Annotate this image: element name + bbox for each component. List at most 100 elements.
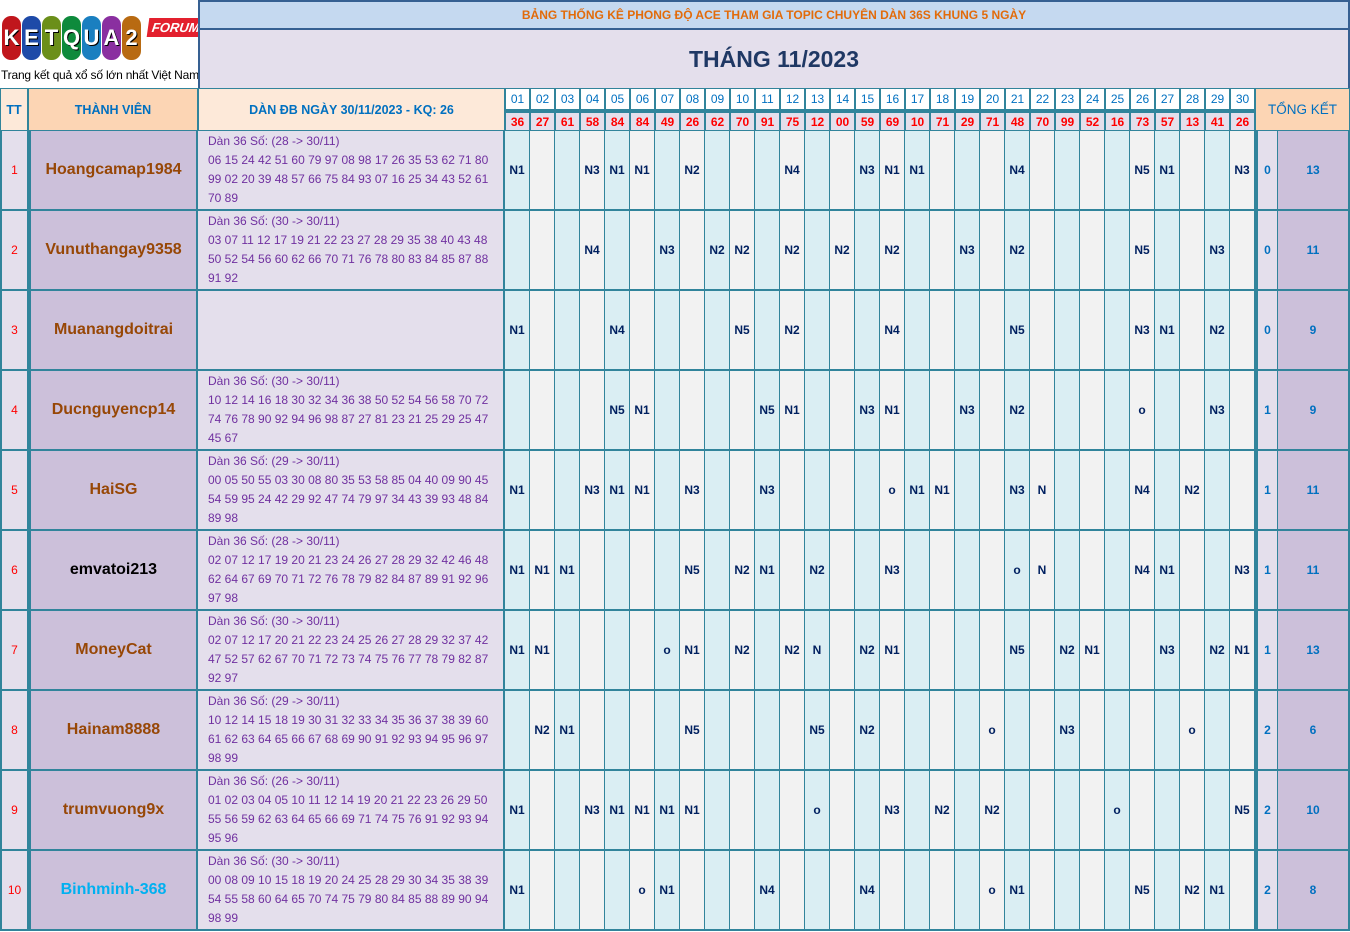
day-header: 21 <box>1005 88 1030 110</box>
dan-numbers-cell: Dàn 36 Số: (28 -> 30/11) 06 15 24 42 51 6… <box>198 131 505 211</box>
day-hit-cell <box>530 371 555 451</box>
day-hit-cell <box>830 291 855 371</box>
day-hit-cell: N1 <box>880 371 905 451</box>
day-hit-cell <box>1205 771 1230 851</box>
day-hit-cell: N2 <box>680 131 705 211</box>
month-title: THÁNG 11/2023 <box>198 30 1350 88</box>
day-hit-cell: N5 <box>1130 851 1155 931</box>
day-result: 84 <box>630 110 655 131</box>
day-hit-cell <box>555 771 580 851</box>
member-name[interactable]: HaiSG <box>28 451 198 531</box>
day-hit-cell: N1 <box>655 771 680 851</box>
logo-letter: K <box>2 16 21 60</box>
row-number: 6 <box>0 531 28 611</box>
day-hit-cell: N1 <box>555 691 580 771</box>
day-hit-cell: N2 <box>730 531 755 611</box>
day-hit-cell <box>1230 291 1255 371</box>
member-name[interactable]: Muanangdoitrai <box>28 291 198 371</box>
day-hit-cell: N5 <box>755 371 780 451</box>
dan-numbers-cell: Dàn 36 Số: (29 -> 30/11) 10 12 14 15 18 1… <box>198 691 505 771</box>
day-hit-cell: N4 <box>755 851 780 931</box>
day-header: 29 <box>1205 88 1230 110</box>
dan-numbers: 01 02 03 04 05 10 11 12 14 19 20 21 22 2… <box>208 793 489 845</box>
day-hit-cell <box>605 691 630 771</box>
dan-label: Dàn 36 Số: (30 -> 30/11) <box>208 614 340 628</box>
day-hit-cell <box>730 771 755 851</box>
day-hit-cell: o <box>1180 691 1205 771</box>
member-name[interactable]: trumvuong9x <box>28 771 198 851</box>
day-hit-cell: N2 <box>1005 371 1030 451</box>
day-hit-cell <box>905 211 930 291</box>
dan-label: Dàn 36 Số: (30 -> 30/11) <box>208 374 340 388</box>
day-result: 26 <box>680 110 705 131</box>
day-header: 26 <box>1130 88 1155 110</box>
member-name[interactable]: Binhminh-368 <box>28 851 198 931</box>
day-hit-cell <box>880 851 905 931</box>
day-hit-cell <box>805 211 830 291</box>
total-count: 9 <box>1278 291 1350 371</box>
day-hit-cell <box>605 211 630 291</box>
day-hit-cell <box>505 211 530 291</box>
day-hit-cell: N1 <box>505 771 530 851</box>
member-name[interactable]: MoneyCat <box>28 611 198 691</box>
day-hit-cell: N3 <box>1230 131 1255 211</box>
day-hit-cell <box>905 291 930 371</box>
day-hit-cell <box>555 371 580 451</box>
day-hit-cell: N4 <box>855 851 880 931</box>
day-hit-cell <box>855 451 880 531</box>
day-hit-cell <box>955 851 980 931</box>
member-name[interactable]: Ducnguyencp14 <box>28 371 198 451</box>
member-name[interactable]: Hainam8888 <box>28 691 198 771</box>
day-hit-cell: N3 <box>580 771 605 851</box>
day-result: 59 <box>855 110 880 131</box>
day-hit-cell: N2 <box>730 211 755 291</box>
day-hit-cell <box>1080 451 1105 531</box>
day-hit-cell <box>805 131 830 211</box>
day-hit-cell <box>1205 451 1230 531</box>
day-hit-cell <box>705 131 730 211</box>
day-result: 84 <box>605 110 630 131</box>
day-hit-cell: N1 <box>505 451 530 531</box>
day-hit-cell <box>1105 211 1130 291</box>
day-hit-cell <box>1055 371 1080 451</box>
day-hit-cell <box>1080 211 1105 291</box>
day-hit-cell <box>730 851 755 931</box>
day-hit-cell <box>830 531 855 611</box>
row-number: 9 <box>0 771 28 851</box>
day-hit-cell: N4 <box>1130 531 1155 611</box>
day-result: 69 <box>880 110 905 131</box>
day-hit-cell <box>1080 771 1105 851</box>
day-hit-cell: o <box>980 851 1005 931</box>
day-hit-cell <box>780 771 805 851</box>
day-hit-cell <box>805 371 830 451</box>
day-hit-cell: N1 <box>505 851 530 931</box>
member-name[interactable]: emvatoi213 <box>28 531 198 611</box>
zero-count: 1 <box>1255 611 1278 691</box>
day-hit-cell <box>1030 851 1055 931</box>
logo-letter: Q <box>62 16 81 60</box>
zero-count: 1 <box>1255 451 1278 531</box>
row-number: 10 <box>0 851 28 931</box>
day-hit-cell <box>1055 531 1080 611</box>
day-hit-cell <box>1205 531 1230 611</box>
member-name[interactable]: Hoangcamap1984 <box>28 131 198 211</box>
day-hit-cell <box>1105 131 1130 211</box>
day-hit-cell <box>1130 691 1155 771</box>
day-result: 00 <box>830 110 855 131</box>
day-hit-cell <box>1055 131 1080 211</box>
day-hit-cell <box>930 371 955 451</box>
day-hit-cell: N3 <box>1155 611 1180 691</box>
dan-numbers-cell <box>198 291 505 371</box>
day-hit-cell: N1 <box>530 531 555 611</box>
day-hit-cell <box>505 371 530 451</box>
day-hit-cell: N5 <box>805 691 830 771</box>
day-hit-cell <box>1105 531 1130 611</box>
day-hit-cell <box>505 691 530 771</box>
zero-count: 1 <box>1255 371 1278 451</box>
day-hit-cell <box>1105 611 1130 691</box>
day-header: 10 <box>730 88 755 110</box>
day-hit-cell: N2 <box>730 611 755 691</box>
day-hit-cell: N4 <box>580 211 605 291</box>
day-hit-cell: N1 <box>880 611 905 691</box>
member-name[interactable]: Vunuthangay9358 <box>28 211 198 291</box>
